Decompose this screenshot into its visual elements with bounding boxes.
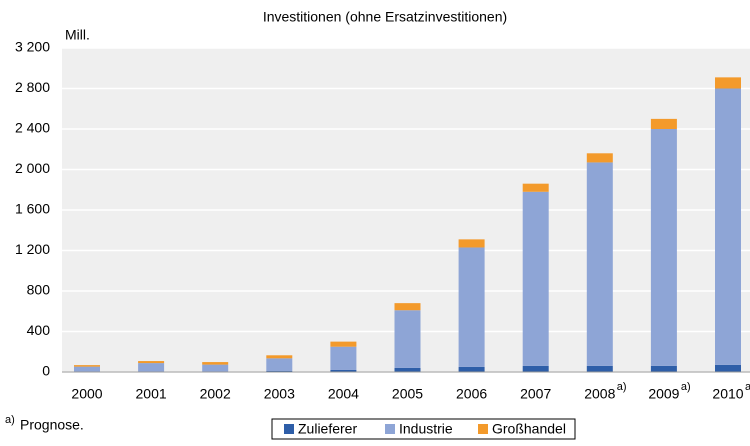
x-tick-label: 2005 [392, 386, 423, 402]
bar-segment [651, 366, 677, 372]
bar-segment [523, 192, 549, 366]
bar-segment [74, 365, 100, 367]
x-tick-label: 2009 [648, 386, 679, 402]
x-tick-label: 2001 [136, 386, 167, 402]
x-tick-label: 2000 [71, 386, 102, 402]
bar-segment [587, 366, 613, 372]
legend-label: Zulieferer [298, 421, 357, 437]
footnote-text: Prognose. [20, 417, 84, 433]
bar-segment [587, 153, 613, 162]
bar-segment [523, 366, 549, 372]
bar-segment [651, 119, 677, 129]
bar-segment [715, 89, 741, 365]
legend-swatch [385, 424, 395, 434]
x-tick-label: 2004 [328, 386, 359, 402]
bar-segment [715, 365, 741, 372]
legend-swatch [478, 424, 488, 434]
x-tick-label: 2008 [584, 386, 615, 402]
y-tick-label: 1 200 [15, 241, 50, 257]
bar-segment [715, 77, 741, 88]
legend-label: Industrie [399, 421, 453, 437]
bar-segment [138, 361, 164, 363]
y-tick-label: 0 [42, 363, 50, 379]
y-unit-label: Mill. [65, 27, 90, 43]
chart-title: Investitionen (ohne Ersatzinvestitionen) [263, 9, 507, 25]
bar-segment [330, 347, 356, 370]
category-note: a) [681, 381, 691, 393]
y-tick-label: 800 [27, 282, 51, 298]
footnote-marker: a) [5, 414, 15, 426]
bar-segment [651, 129, 677, 366]
y-tick-label: 2 400 [15, 120, 50, 136]
bar-segment [74, 367, 100, 372]
y-tick-label: 2 000 [15, 160, 50, 176]
bar-segment [587, 162, 613, 366]
bar-segment [202, 365, 228, 372]
legend-swatch [284, 424, 294, 434]
bar-segment [395, 310, 421, 368]
category-note: a) [745, 381, 750, 393]
x-tick-label: 2007 [520, 386, 551, 402]
bar-segment [459, 367, 485, 372]
y-tick-label: 1 600 [15, 201, 50, 217]
x-tick-label: 2010 [712, 386, 743, 402]
legend-label: Großhandel [492, 421, 566, 437]
bar-segment [395, 303, 421, 310]
bar-segment [459, 239, 485, 247]
x-tick-label: 2006 [456, 386, 487, 402]
bar-segment [395, 368, 421, 372]
bar-segment [266, 355, 292, 358]
bar-segment [523, 184, 549, 192]
x-tick-label: 2002 [200, 386, 231, 402]
y-tick-label: 2 800 [15, 79, 50, 95]
y-tick-label: 400 [27, 322, 51, 338]
x-tick-label: 2003 [264, 386, 295, 402]
bar-segment [138, 363, 164, 372]
category-note: a) [617, 381, 627, 393]
bar-segment [459, 247, 485, 366]
bar-segment [266, 358, 292, 371]
y-tick-label: 3 200 [15, 39, 50, 55]
bar-segment [330, 342, 356, 347]
bar-segment [202, 362, 228, 365]
